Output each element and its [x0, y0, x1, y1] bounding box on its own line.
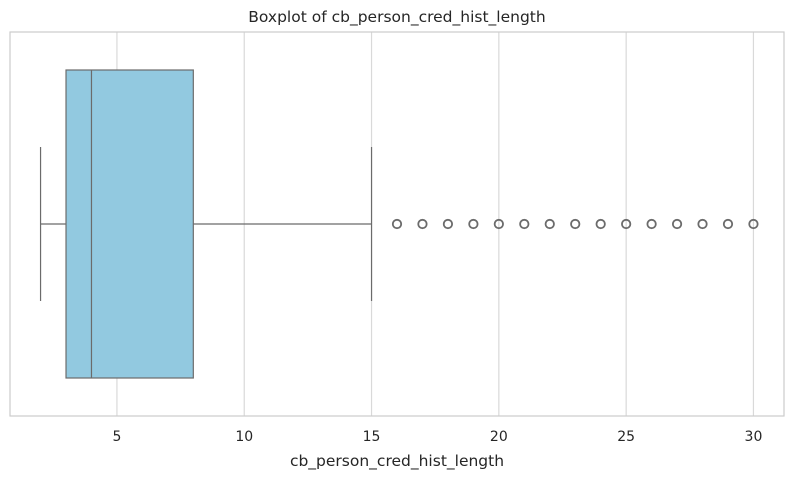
- x-tick-label: 10: [235, 429, 253, 445]
- outlier-point: [570, 218, 581, 230]
- x-tick-label: 5: [112, 429, 121, 445]
- outlier-point: [417, 218, 428, 230]
- outlier-point: [722, 218, 734, 230]
- plot-frame: [9, 31, 785, 417]
- outlier-point: [646, 218, 657, 230]
- tick-layer: 5 10 15 20 25 30: [112, 429, 762, 445]
- x-axis-label: cb_person_cred_hist_length: [290, 452, 504, 471]
- outlier-point: [468, 218, 479, 230]
- outlier-point: [442, 218, 454, 230]
- outlier-point: [595, 218, 606, 230]
- outlier-point: [621, 218, 632, 230]
- outlier-point: [671, 218, 683, 230]
- x-tick-label: 25: [617, 429, 635, 445]
- outlier-point: [748, 218, 759, 230]
- outlier-point: [493, 218, 504, 230]
- outlier-point: [391, 218, 403, 230]
- x-tick-label: 20: [490, 429, 508, 445]
- outlier-point: [544, 218, 555, 230]
- x-tick-label: 30: [745, 429, 763, 445]
- box-layer: [39, 69, 373, 379]
- chart-title: Boxplot of cb_person_cred_hist_length: [248, 8, 545, 27]
- outlier-point: [697, 218, 708, 230]
- x-tick-label: 15: [363, 429, 381, 445]
- iqr-box: [65, 69, 194, 379]
- outlier-layer: [391, 218, 759, 230]
- outlier-point: [519, 218, 530, 230]
